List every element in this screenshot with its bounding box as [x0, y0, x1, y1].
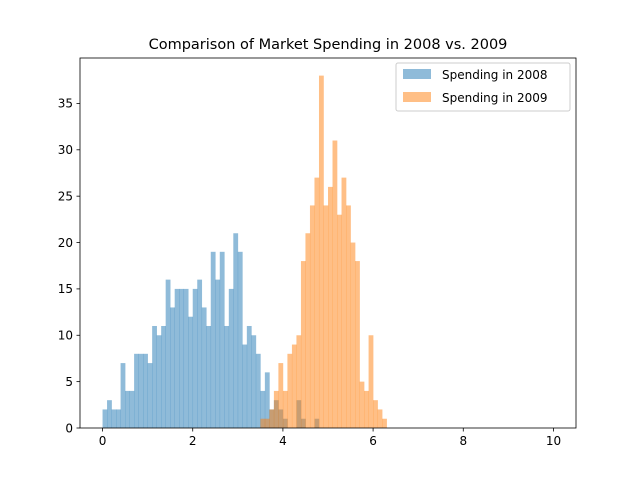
- x-tick-label-0: 0: [99, 434, 107, 448]
- legend-swatch-2008: [403, 69, 431, 79]
- bar-series-0-bin-26: [219, 251, 225, 428]
- bar-series-0-bin-32: [246, 325, 252, 428]
- chart-title: Comparison of Market Spending in 2008 vs…: [149, 37, 508, 53]
- bar-series-1-bin-10: [305, 233, 311, 428]
- bar-series-0-bin-12: [156, 335, 162, 428]
- bar-series-0-bin-17: [179, 288, 185, 428]
- bar-series-1-bin-0: [260, 418, 266, 428]
- bar-series-1-bin-27: [382, 418, 387, 428]
- bar-series-0-bin-7: [134, 353, 139, 428]
- x-tick-label-5: 10: [546, 434, 561, 448]
- bar-series-1-bin-22: [359, 381, 365, 428]
- bar-series-0-bin-11: [152, 325, 157, 428]
- legend-swatch-2009: [403, 92, 431, 102]
- bar-series-0-bin-36: [264, 372, 270, 428]
- bar-series-1-bin-6: [287, 353, 293, 428]
- legend-label-2008: Spending in 2008: [442, 68, 548, 82]
- bar-series-0-bin-28: [228, 288, 234, 428]
- bar-series-0-bin-9: [143, 353, 148, 428]
- bar-series-1-bin-3: [273, 390, 279, 428]
- bars-layer: [102, 75, 387, 429]
- bar-series-0-bin-29: [233, 233, 239, 428]
- bar-series-0-bin-1: [107, 400, 112, 428]
- bar-series-1-bin-13: [318, 75, 324, 429]
- bar-series-0-bin-3: [116, 409, 121, 428]
- bar-series-1-bin-7: [291, 344, 297, 428]
- bar-series-0-bin-4: [120, 363, 126, 428]
- bar-series-1-bin-17: [337, 214, 342, 428]
- bar-series-1-bin-11: [309, 205, 315, 428]
- bar-series-0-bin-21: [197, 279, 203, 428]
- bar-series-0-bin-6: [129, 390, 135, 428]
- bar-series-0-bin-14: [165, 279, 171, 428]
- bar-series-0-bin-13: [161, 325, 166, 428]
- bar-series-0-bin-24: [210, 251, 216, 428]
- x-tick-label-3: 6: [369, 434, 377, 448]
- bar-series-1-bin-1: [264, 418, 270, 428]
- y-tick-label-0: 0: [65, 421, 73, 435]
- bar-series-0-bin-5: [125, 390, 130, 428]
- bar-series-0-bin-22: [201, 307, 207, 428]
- y-tick-label-7: 35: [58, 97, 73, 111]
- bar-series-1-bin-25: [373, 400, 378, 428]
- y-axis: 0 5 10 15 20 25 30 35: [58, 97, 80, 435]
- bar-series-0-bin-20: [192, 288, 198, 428]
- bar-series-1-bin-24: [368, 335, 374, 428]
- bar-series-0-bin-8: [138, 353, 144, 428]
- bar-series-1-bin-26: [377, 409, 383, 428]
- bar-series-0-bin-27: [224, 325, 230, 428]
- bar-series-0-bin-23: [206, 325, 212, 428]
- bar-series-0-bin-31: [242, 344, 248, 428]
- bar-series-1-bin-18: [341, 177, 347, 428]
- bar-series-1-bin-4: [278, 363, 284, 428]
- bar-series-1-bin-8: [296, 335, 302, 428]
- y-tick-label-3: 15: [58, 282, 73, 296]
- bar-series-0-bin-10: [147, 363, 153, 428]
- bar-series-1-bin-19: [346, 205, 351, 428]
- plot-frame: [79, 57, 577, 429]
- bar-series-0-bin-30: [237, 251, 243, 428]
- y-tick-label-4: 20: [58, 236, 73, 250]
- x-tick-label-4: 8: [459, 434, 467, 448]
- x-tick-label-1: 2: [189, 434, 197, 448]
- bar-series-0-bin-0: [102, 409, 108, 428]
- bar-series-1-bin-21: [355, 261, 360, 428]
- y-tick-label-2: 10: [58, 329, 73, 343]
- bar-series-0-bin-34: [255, 353, 261, 428]
- bar-series-0-bin-25: [215, 279, 221, 428]
- bar-series-1-bin-23: [364, 390, 369, 428]
- bar-series-0-bin-33: [251, 335, 257, 428]
- y-tick-label-5: 25: [58, 189, 73, 203]
- bar-series-0-bin-18: [183, 288, 189, 428]
- bar-series-0-bin-35: [260, 390, 266, 428]
- bar-series-1-bin-12: [314, 177, 320, 428]
- bar-series-1-bin-2: [269, 409, 275, 428]
- bar-series-1-bin-20: [350, 242, 356, 428]
- x-tick-label-2: 4: [279, 434, 287, 448]
- bar-series-0-bin-15: [170, 307, 175, 428]
- legend: Spending in 2008 Spending in 2009: [395, 62, 571, 112]
- bar-series-1-bin-9: [300, 261, 306, 428]
- bar-series-0-bin-2: [111, 409, 117, 428]
- x-axis: 0 2 4 6 8 10: [99, 428, 561, 448]
- bar-series-0-bin-16: [174, 288, 180, 428]
- bar-series-1-bin-16: [332, 140, 338, 428]
- bar-series-1-bin-5: [282, 390, 288, 428]
- bar-series-0-bin-19: [188, 316, 194, 428]
- y-tick-label-1: 5: [65, 375, 73, 389]
- y-tick-label-6: 30: [58, 143, 73, 157]
- legend-label-2009: Spending in 2009: [442, 91, 548, 105]
- legend-frame: [395, 62, 571, 112]
- bar-series-1-bin-15: [328, 186, 333, 428]
- bar-series-1-bin-14: [323, 205, 329, 428]
